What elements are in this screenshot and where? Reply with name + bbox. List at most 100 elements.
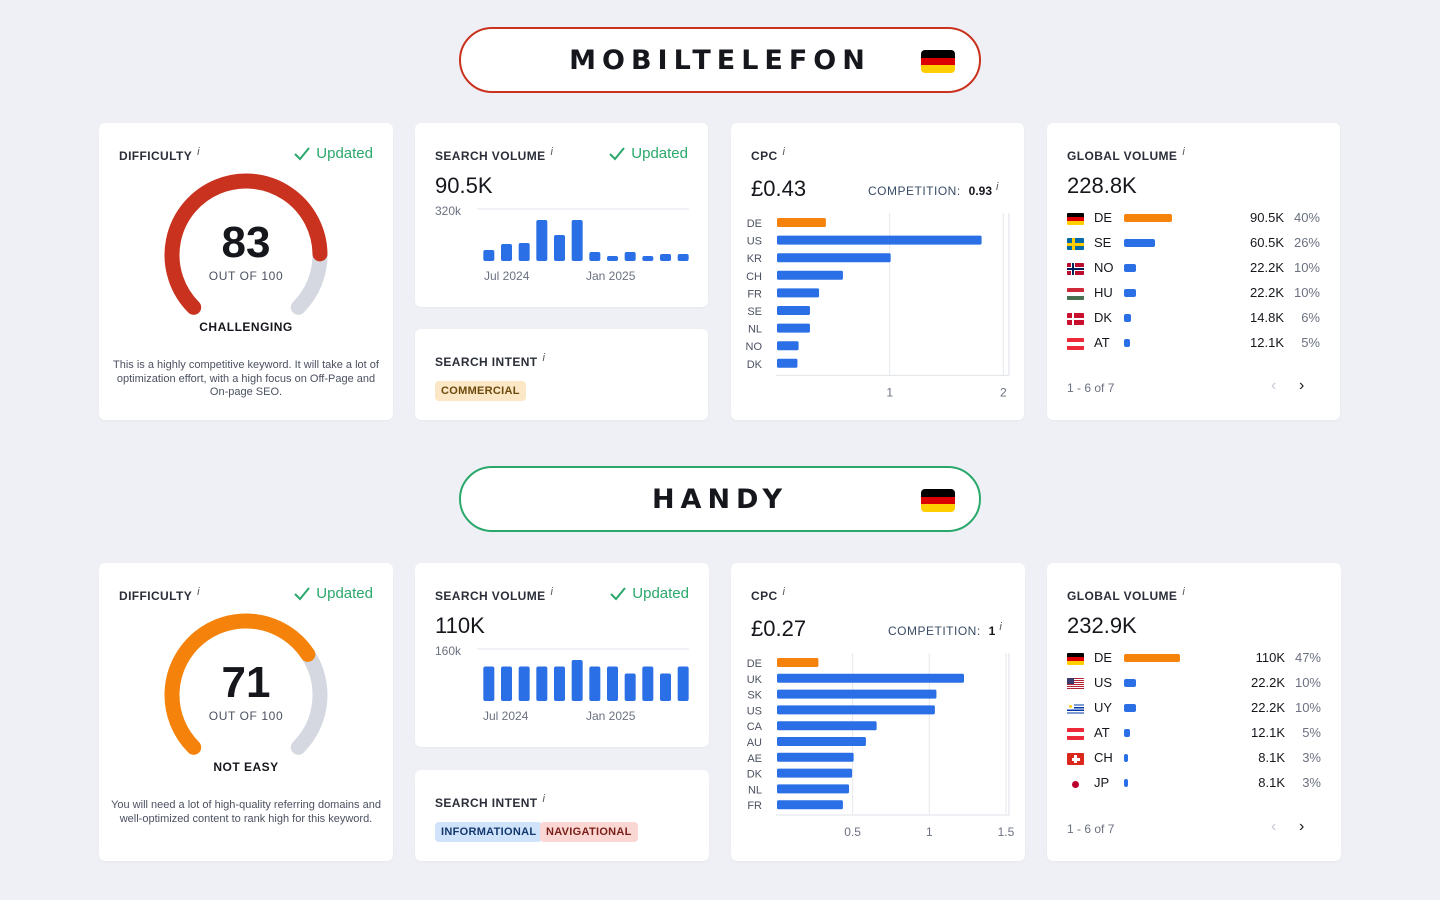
country-row[interactable]: AT 12.1K 5% [1067, 725, 1321, 743]
trend-bar[interactable] [677, 666, 689, 702]
cpc-bar[interactable] [777, 784, 850, 794]
country-code: DE [1094, 650, 1113, 665]
info-icon[interactable]: i [542, 352, 546, 364]
trend-bar[interactable] [554, 666, 565, 702]
country-percent: 5% [1301, 335, 1320, 350]
info-icon[interactable]: i [550, 586, 554, 598]
card-title: CPC i [751, 146, 786, 163]
chart-category-label: DK [747, 359, 763, 371]
previous-page-button[interactable]: ‹ [1271, 377, 1277, 394]
trend-bar[interactable] [607, 256, 618, 261]
country-row[interactable]: US 22.2K 10% [1067, 675, 1321, 693]
difficulty-level: CHALLENGING [199, 320, 293, 334]
updated-status: Updated [610, 585, 689, 602]
chart-tick-label: 2 [1000, 385, 1007, 399]
info-icon[interactable]: i [197, 586, 200, 598]
info-icon[interactable]: i [782, 146, 786, 158]
country-volume: 22.2K [1250, 285, 1284, 300]
cpc-bar[interactable] [777, 721, 877, 731]
country-row[interactable]: JP 8.1K 3% [1067, 775, 1321, 793]
trend-bar[interactable] [642, 666, 654, 702]
trend-bar[interactable] [624, 673, 636, 702]
trend-bar[interactable] [483, 250, 495, 261]
trend-bar[interactable] [589, 666, 601, 702]
info-icon[interactable]: i [999, 621, 1003, 633]
cpc-bar[interactable] [777, 358, 798, 368]
country-code: CH [1094, 750, 1113, 765]
cpc-bar[interactable] [777, 800, 843, 810]
cpc-bar[interactable] [777, 689, 937, 699]
trend-bar[interactable] [677, 254, 689, 261]
difficulty-gauge [164, 173, 328, 315]
cpc-by-country-chart: 1 2 DE US KR CH FR SE NL NO DK [746, 213, 1010, 399]
pagination-text: 1 - 6 of 7 [1067, 381, 1115, 395]
trend-bar[interactable] [571, 660, 583, 701]
country-row[interactable]: UY 22.2K 10% [1067, 700, 1321, 718]
info-icon[interactable]: i [197, 146, 200, 158]
country-row[interactable]: AT 12.1K 5% [1067, 335, 1320, 353]
trend-bar[interactable] [536, 220, 548, 261]
country-row[interactable]: CH 8.1K 3% [1067, 750, 1321, 768]
country-row[interactable]: DE 90.5K 40% [1067, 210, 1320, 228]
next-page-button[interactable]: › [1299, 377, 1305, 394]
share-bar [1124, 289, 1136, 297]
country-row[interactable]: HU 22.2K 10% [1067, 285, 1320, 303]
trend-bar[interactable] [536, 666, 548, 702]
intent-tag-informational: INFORMATIONAL [435, 822, 543, 842]
trend-bar[interactable] [501, 666, 512, 702]
search-volume-card: SEARCH VOLUME i Updated 110K 160k Jul 202… [415, 563, 709, 747]
country-code: NO [1094, 260, 1114, 275]
trend-bar[interactable] [589, 252, 601, 261]
flag-dk-icon [1067, 313, 1084, 325]
trend-bar[interactable] [554, 235, 565, 261]
trend-bar[interactable] [624, 252, 636, 261]
cpc-bar[interactable] [777, 768, 853, 778]
trend-bar[interactable] [660, 254, 671, 261]
trend-bar[interactable] [642, 256, 654, 261]
cpc-bar[interactable] [777, 737, 866, 746]
country-volume: 90.5K [1250, 210, 1284, 225]
share-bar [1124, 239, 1156, 247]
previous-page-button[interactable]: ‹ [1271, 818, 1277, 835]
global-volume-card: GLOBAL VOLUME i 232.9K DE 110K 47% US 22.2K 10… [1047, 563, 1341, 861]
chart-tick-label: 0.5 [844, 825, 861, 839]
cpc-bar[interactable] [777, 673, 965, 683]
country-volume: 60.5K [1250, 235, 1284, 250]
cpc-bar[interactable] [777, 253, 891, 263]
country-code: JP [1094, 775, 1110, 790]
trend-bar[interactable] [607, 666, 618, 702]
gauge-track [290, 646, 328, 755]
info-icon[interactable]: i [1182, 146, 1186, 158]
chart-tick-label: 1 [886, 385, 893, 399]
cpc-bar[interactable] [777, 235, 982, 245]
cpc-bar[interactable] [777, 270, 843, 280]
chart-category-label: DK [747, 769, 763, 781]
global-volume-value: 228.8K [1067, 173, 1137, 198]
cpc-bar[interactable] [777, 218, 826, 227]
competition: COMPETITION: 0.93 i [868, 181, 999, 198]
trend-bar[interactable] [501, 244, 512, 261]
cpc-by-country-chart: 0.5 1 1.5 DE UK SK US CA AU AE DK NL FR [747, 653, 1015, 839]
cpc-bar[interactable] [777, 752, 854, 762]
country-row[interactable]: DE 110K 47% [1067, 650, 1321, 668]
info-icon[interactable]: i [1182, 586, 1186, 598]
trend-bar[interactable] [483, 666, 495, 702]
cpc-bar[interactable] [777, 306, 810, 315]
info-icon[interactable]: i [542, 793, 546, 805]
trend-bar[interactable] [518, 666, 530, 702]
next-page-button[interactable]: › [1299, 818, 1305, 835]
country-row[interactable]: NO 22.2K 10% [1067, 260, 1320, 278]
cpc-bar[interactable] [777, 341, 799, 351]
cpc-bar[interactable] [777, 658, 819, 667]
info-icon[interactable]: i [550, 146, 554, 158]
country-row[interactable]: SE 60.5K 26% [1067, 235, 1320, 253]
trend-bar[interactable] [571, 220, 583, 261]
country-row[interactable]: DK 14.8K 6% [1067, 310, 1320, 328]
info-icon[interactable]: i [782, 586, 786, 598]
cpc-bar[interactable] [777, 288, 820, 298]
trend-bar[interactable] [660, 673, 671, 702]
cpc-bar[interactable] [777, 705, 935, 715]
info-icon[interactable]: i [996, 181, 999, 193]
cpc-bar[interactable] [777, 323, 810, 333]
trend-bar[interactable] [518, 243, 530, 261]
